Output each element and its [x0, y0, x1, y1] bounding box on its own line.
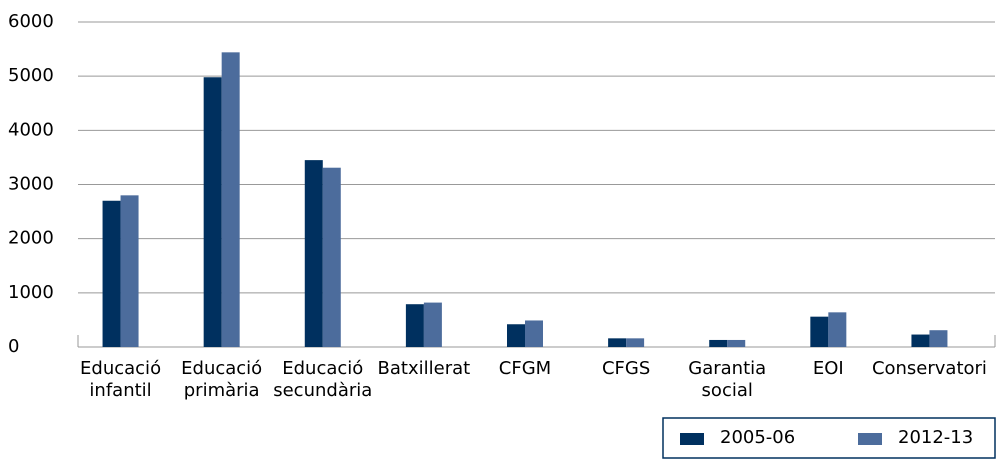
- bar: [911, 334, 930, 347]
- x-tick-label: Garantia social: [688, 358, 766, 401]
- x-tick-label: Batxillerat: [378, 358, 471, 379]
- legend-label: 2005-06: [720, 427, 795, 448]
- bar: [810, 316, 829, 347]
- bar: [727, 339, 746, 347]
- y-tick-label: 5000: [8, 65, 54, 86]
- bar: [828, 312, 847, 347]
- bar: [102, 200, 121, 347]
- bar: [525, 320, 543, 347]
- x-tick-label: Conservatori: [872, 358, 987, 379]
- bar: [423, 302, 442, 347]
- bar: [929, 330, 948, 347]
- bar: [626, 338, 645, 347]
- bar: [507, 324, 525, 347]
- x-tick-label: CFGS: [602, 358, 650, 379]
- x-tick-label: Educació infantil: [80, 358, 161, 401]
- y-tick-label: 6000: [8, 11, 54, 32]
- x-tick-label: Educació secundària: [273, 358, 372, 401]
- y-tick-label: 0: [8, 336, 19, 357]
- legend-swatch: [680, 433, 704, 445]
- bar: [203, 77, 222, 347]
- legend-box: [662, 417, 996, 459]
- x-tick-label: EOI: [813, 358, 844, 379]
- y-tick-label: 3000: [8, 174, 54, 195]
- bar: [405, 304, 424, 347]
- bar: [709, 339, 728, 347]
- bar: [304, 160, 323, 347]
- x-tick-label: CFGM: [499, 358, 551, 379]
- legend-label: 2012-13: [898, 427, 973, 448]
- y-tick-label: 2000: [8, 228, 54, 249]
- bar: [120, 195, 139, 347]
- legend-swatch: [858, 433, 882, 445]
- bar: [221, 52, 240, 347]
- bar: [322, 167, 341, 347]
- y-tick-label: 1000: [8, 282, 54, 303]
- x-tick-label: Educació primària: [181, 358, 262, 401]
- bar: [608, 338, 627, 347]
- y-tick-label: 4000: [8, 119, 54, 140]
